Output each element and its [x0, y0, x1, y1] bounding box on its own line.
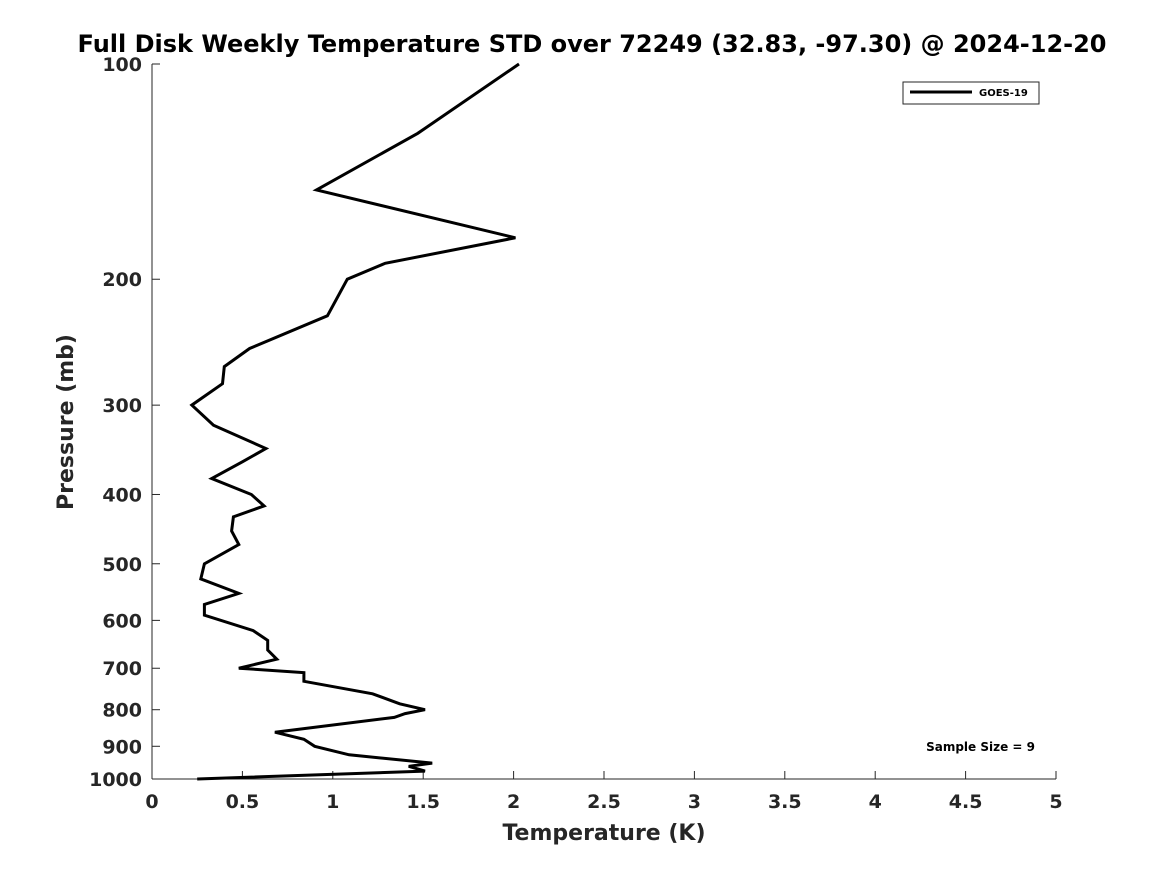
x-tick-label: 4: [869, 791, 882, 813]
x-tick-label: 1: [326, 791, 339, 813]
series-line-goes-19: [189, 62, 520, 781]
y-tick-label: 300: [102, 395, 142, 417]
x-tick-label: 2: [507, 791, 520, 813]
x-tick-label: 0: [145, 791, 158, 813]
y-tick-label: 1000: [89, 769, 142, 791]
y-tick-label: 600: [102, 610, 142, 632]
x-tick-label: 5: [1049, 791, 1062, 813]
legend-entry-goes-19: GOES-19: [979, 88, 1028, 99]
x-axis-label: Temperature (K): [502, 821, 705, 846]
y-tick-label: 200: [102, 269, 142, 291]
chart-title: Full Disk Weekly Temperature STD over 72…: [78, 30, 1107, 58]
x-tick-label: 4.5: [949, 791, 983, 813]
sample-size-annotation: Sample Size = 9: [926, 740, 1035, 754]
y-tick-label: 800: [102, 700, 142, 722]
x-tick-label: 3: [688, 791, 701, 813]
legend: GOES-19: [902, 81, 1040, 105]
x-tick-label: 3.5: [768, 791, 802, 813]
y-tick-label: 700: [102, 658, 142, 680]
x-axis-ticks: 0 0.5 1 1.5 2 2.5 3 3.5 4 4.5 5: [145, 771, 1063, 813]
x-tick-label: 1.5: [406, 791, 440, 813]
x-tick-label: 0.5: [226, 791, 260, 813]
y-axis-label: Pressure (mb): [54, 334, 79, 510]
y-tick-label: 100: [102, 54, 142, 76]
y-tick-label: 900: [102, 736, 142, 758]
series-layer: [189, 62, 520, 781]
y-tick-label: 500: [102, 554, 142, 576]
y-axis-ticks: 100 200 300 400 500 600 700 800 900 1000: [89, 54, 160, 791]
x-tick-label: 2.5: [587, 791, 621, 813]
y-tick-label: 400: [102, 484, 142, 506]
